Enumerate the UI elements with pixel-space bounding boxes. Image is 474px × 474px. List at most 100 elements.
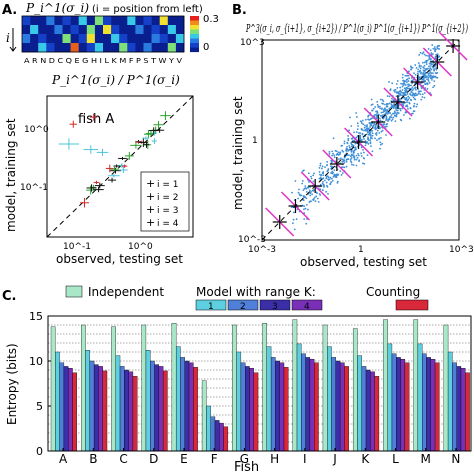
heatmap-cell (62, 16, 71, 26)
bar (102, 370, 108, 452)
heatmap-cell (46, 43, 55, 53)
scatter-b-point (415, 88, 417, 91)
scatter-b-point (420, 82, 422, 84)
bar (357, 355, 362, 452)
scatter-b-point (386, 105, 389, 108)
scatter-b-point (322, 181, 324, 183)
scatter-b-point (340, 157, 342, 160)
scatter-b-point (357, 152, 360, 155)
scatter-b-point (418, 54, 421, 56)
scatter-b-point (423, 53, 426, 56)
scatter-b-point (404, 80, 407, 83)
scatter-b-point (345, 147, 348, 150)
legend-a-marker: + (146, 177, 155, 190)
scatter-b-point (352, 139, 354, 142)
scatter-b-point (399, 107, 402, 110)
heatmap-cell (159, 43, 169, 53)
heatmap-cell (94, 25, 104, 35)
xlabel-c: Fish (234, 460, 259, 474)
scatter-b-point (407, 95, 410, 98)
fish-label: fish A (78, 112, 114, 127)
scatter-b-point (384, 112, 387, 115)
scatter-b-point (343, 142, 346, 145)
scatter-b-point (334, 149, 337, 152)
scatter-b-point (349, 158, 352, 161)
scatter-b-point (310, 175, 312, 178)
heatmap-cell (86, 25, 96, 35)
scatter-b-point (366, 154, 369, 157)
scatter-b-point (371, 137, 373, 140)
scatter-b-point (423, 92, 426, 94)
scatter-b-point (378, 117, 381, 120)
scatter-b-point (363, 124, 366, 127)
heatmap-cell (78, 43, 88, 53)
scatter-b-point (408, 77, 411, 80)
scatter-b-point (341, 158, 344, 161)
heatmap-cell (86, 34, 96, 44)
scatter-b-point (407, 85, 410, 88)
heatmap-cell (38, 16, 47, 26)
scatter-b-point (365, 142, 368, 144)
bar (447, 351, 453, 452)
legend-a (140, 171, 190, 232)
scatter-b-point (379, 114, 382, 117)
scatter-b-point (320, 174, 323, 176)
heatmap-cell (151, 34, 160, 44)
scatter-b-point (401, 89, 404, 91)
heatmap-cell (70, 25, 79, 35)
scatter-b-point (310, 177, 313, 180)
legend-a-label: i = 3 (157, 206, 179, 216)
bar (188, 362, 194, 452)
bar (391, 353, 397, 452)
bar (296, 343, 302, 452)
x-tick-label: M (420, 452, 430, 466)
scatter-b-point (370, 145, 372, 148)
colorbar-segment (190, 20, 199, 26)
scatter-b-point (360, 152, 363, 155)
heatmap-cell (30, 16, 39, 26)
scatter-b-point (381, 98, 384, 101)
bar (55, 351, 60, 452)
scatter-b-point (383, 110, 386, 113)
scatter-b-point (343, 162, 346, 164)
bar (270, 357, 276, 452)
heatmap-cell (62, 34, 71, 44)
bar (404, 362, 410, 452)
bar (68, 368, 73, 452)
scatter-b-point (405, 81, 408, 84)
scatter-b-point (390, 97, 393, 100)
scatter-b-point (418, 66, 421, 68)
scatter-b-point (374, 106, 377, 108)
scatter-b-point (407, 80, 410, 82)
bar (210, 416, 216, 452)
scatter-b-point (292, 222, 294, 225)
scatter-b-point (305, 187, 308, 190)
scatter-b-point (395, 91, 398, 94)
scatter-b-point (379, 119, 382, 122)
bar (63, 366, 69, 452)
scatter-b-point (413, 110, 416, 113)
bar (240, 362, 246, 452)
scatter-b-point (402, 79, 405, 82)
scatter-b-point (417, 68, 420, 71)
scatter-b-point (333, 154, 336, 157)
legend-a-label: i = 2 (157, 193, 179, 203)
scatter-b-point (369, 133, 372, 136)
scatter-b-point (343, 156, 346, 159)
scatter-b-point (355, 131, 358, 134)
scatter-b-point (343, 140, 346, 143)
tick-b-y1: 10^-3 (238, 235, 266, 245)
scatter-b-point (399, 92, 402, 95)
scatter-b-point (379, 105, 381, 108)
scatter-b-point (425, 75, 428, 77)
scatter-b-point (392, 116, 395, 119)
scatter-b-point (417, 79, 420, 81)
scatter-b-point (369, 134, 372, 137)
scatter-b-point (367, 137, 370, 140)
scatter-b-point (410, 90, 413, 93)
scatter-b-point (291, 191, 293, 194)
scatter-b-point (359, 134, 362, 137)
heatmap-title: P_i^1(σ_i) (25, 1, 89, 15)
x-tick-label: F (211, 452, 218, 466)
scatter-b-point (435, 68, 438, 71)
